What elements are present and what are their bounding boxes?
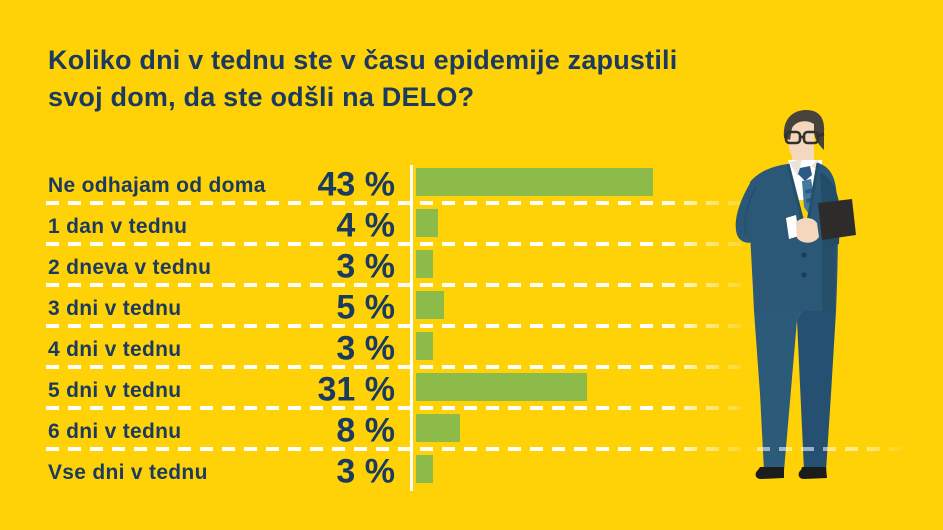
bar [416, 332, 433, 360]
bar [416, 209, 438, 237]
dashed-separator [46, 365, 757, 369]
chart-row: Ne odhajam od doma 43 % [46, 162, 757, 205]
chart-row: Vse dni v tednu 3 % [48, 449, 757, 490]
man-right-shoe [798, 467, 827, 479]
man-cuff [786, 215, 799, 239]
man-face [788, 120, 814, 163]
man-left-shoe [755, 467, 784, 479]
value-label: 3 % [336, 452, 395, 490]
bar-chart: Ne odhajam od doma 43 % 1 dan v tednu 4 … [46, 162, 757, 490]
dashed-separator-extension [757, 447, 907, 451]
bar [416, 291, 444, 319]
category-label: Ne odhajam od doma [48, 173, 266, 197]
man-right-leg [797, 311, 836, 471]
man-glasses [784, 130, 825, 145]
man-hair [783, 110, 825, 150]
value-label: 3 % [336, 329, 395, 367]
value-label: 43 % [317, 165, 396, 203]
man-near-arm [735, 180, 790, 243]
bar [416, 250, 433, 278]
chart-row: 6 dni v tednu 8 % [46, 408, 757, 451]
bar-baseline-line [410, 165, 413, 491]
value-label: 4 % [336, 206, 395, 244]
bar [416, 373, 587, 401]
dashed-separator [46, 283, 757, 287]
chart-row: 1 dan v tednu 4 % [46, 203, 757, 246]
chart-row: 3 dni v tednu 5 % [46, 285, 757, 328]
dashed-separator [46, 324, 757, 328]
category-label: 5 dni v tednu [48, 378, 182, 402]
category-label: Vse dni v tednu [48, 460, 208, 484]
man-hand [796, 217, 819, 243]
chart-row: 5 dni v tednu 31 % [46, 367, 757, 410]
category-label: 4 dni v tednu [48, 337, 182, 361]
dashed-separator [46, 447, 757, 451]
dashed-separator [46, 242, 757, 246]
dashed-separator [46, 406, 757, 410]
bar [416, 168, 653, 196]
value-label: 31 % [317, 370, 396, 408]
businessman-illustration [735, 110, 856, 479]
category-label: 1 dan v tednu [48, 214, 188, 238]
bar [416, 414, 460, 442]
value-label: 8 % [336, 411, 395, 449]
value-label: 5 % [336, 288, 395, 326]
dashed-separator [46, 201, 757, 205]
category-label: 3 dni v tednu [48, 296, 182, 320]
category-label: 6 dni v tednu [48, 419, 182, 443]
man-tie [798, 166, 812, 181]
man-tablet [818, 199, 856, 240]
chart-row: 2 dneva v tednu 3 % [46, 244, 757, 287]
bar [416, 455, 433, 483]
man-left-leg [754, 311, 802, 471]
value-label: 3 % [336, 247, 395, 285]
chart-row: 4 dni v tednu 3 % [46, 326, 757, 369]
man-jacket [749, 164, 806, 311]
chart-title: Koliko dni v tednu ste v času epidemije … [48, 45, 678, 112]
category-label: 2 dneva v tednu [48, 255, 212, 279]
